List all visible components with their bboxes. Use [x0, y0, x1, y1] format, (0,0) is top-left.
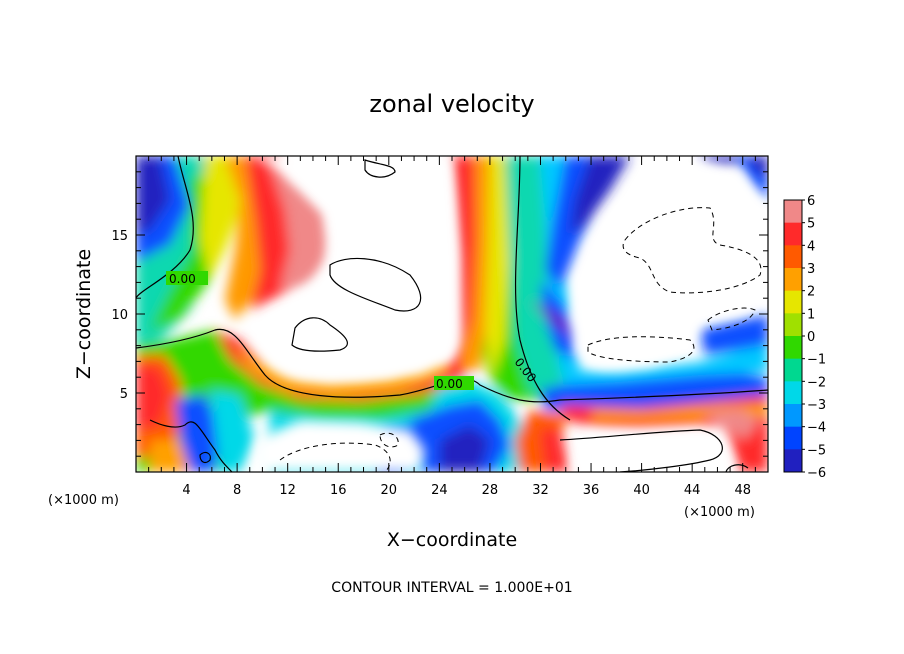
colorbar-swatch: [784, 290, 802, 314]
colorbar-label: 1: [807, 307, 815, 322]
x-tick-label: 36: [583, 483, 600, 498]
x-tick-label: 8: [233, 483, 241, 498]
contour-lines: [136, 156, 768, 472]
colorbar-swatch: [784, 449, 802, 473]
colorbar-label: −5: [807, 443, 826, 458]
y-axis-label: Z−coordinate: [73, 249, 95, 379]
colorbar-swatch: [784, 245, 802, 269]
contour-label: 0.00: [169, 272, 196, 286]
chart-title: zonal velocity: [369, 90, 534, 118]
colorbar-label: −6: [807, 466, 826, 481]
colorbar-label: −4: [807, 421, 826, 436]
colorbar-label: 6: [807, 194, 815, 209]
colorbar-swatch: [784, 426, 802, 450]
colorbar-swatch: [784, 313, 802, 337]
colorbar-swatch: [784, 381, 802, 405]
x-axis-label: X−coordinate: [387, 529, 517, 551]
colorbar-swatch: [784, 200, 802, 224]
colorbar-label: 2: [807, 285, 815, 300]
x-tick-label: 40: [633, 483, 650, 498]
velocity-field: [136, 156, 768, 472]
colorbar-label: −3: [807, 398, 826, 413]
contour-label: 0.00: [436, 377, 463, 391]
x-tick-label: 4: [182, 483, 190, 498]
x-axis: 4 8 12 16 20 24 28 32 36 40 44 48: [148, 156, 756, 498]
y-tick-label: 10: [111, 308, 128, 323]
x-tick-label: 16: [330, 483, 347, 498]
colorbar-label: 0: [807, 330, 815, 345]
contour-interval-note: CONTOUR INTERVAL = 1.000E+01: [331, 580, 572, 596]
colorbar: 6 5 4 3 2 1 0 −1 −2 −3 −4 −5 −6: [783, 194, 826, 481]
x-tick-label: 28: [482, 483, 499, 498]
colorbar-swatch: [784, 358, 802, 382]
colorbar-label: 5: [807, 217, 815, 232]
contour-lines-dashed: [279, 207, 762, 472]
colorbar-swatch: [784, 336, 802, 360]
x-tick-label: 24: [431, 483, 448, 498]
x-tick-label: 12: [279, 483, 296, 498]
x-unit-left: (×1000 m): [48, 493, 119, 508]
x-tick-label: 20: [381, 483, 398, 498]
colorbar-label: −1: [807, 353, 826, 368]
x-tick-label: 44: [684, 483, 701, 498]
colorbar-swatch: [784, 404, 802, 428]
colorbar-swatch: [784, 222, 802, 246]
x-tick-label: 48: [734, 483, 751, 498]
colorbar-label: 4: [807, 239, 815, 254]
y-tick-label: 5: [120, 387, 128, 402]
colorbar-label: 3: [807, 262, 815, 277]
colorbar-label: −2: [807, 375, 826, 390]
colorbar-swatch: [784, 268, 802, 292]
x-tick-label: 32: [532, 483, 549, 498]
x-unit-right: (×1000 m): [684, 505, 755, 520]
y-axis: 5 10 15: [111, 171, 768, 457]
y-tick-label: 15: [111, 229, 128, 244]
